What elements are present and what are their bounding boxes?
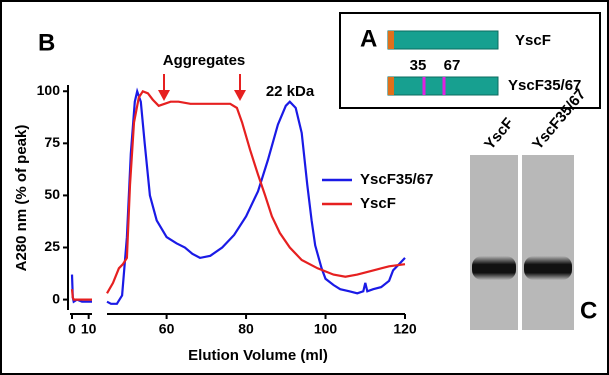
x-tick-label: 80 xyxy=(238,321,254,337)
x-tick-label: 0 xyxy=(68,321,76,337)
construct-name: YscF xyxy=(515,32,551,49)
panel-label: B xyxy=(38,29,55,56)
construct-tag xyxy=(388,77,394,95)
mutation-label: 67 xyxy=(444,57,461,74)
y-axis-label: A280 nm (% of peak) xyxy=(13,125,30,272)
y-tick-label: 50 xyxy=(44,186,60,202)
x-tick-label: 10 xyxy=(81,321,97,337)
x-tick-label: 60 xyxy=(159,321,175,337)
gel-band xyxy=(472,256,516,280)
y-tick-label: 75 xyxy=(44,134,60,150)
x-axis-label: Elution Volume (ml) xyxy=(188,347,328,364)
x-tick-label: 100 xyxy=(314,321,338,337)
legend-label: YscF35/67 xyxy=(360,171,433,188)
y-tick-label: 25 xyxy=(44,238,60,254)
y-tick-label: 0 xyxy=(52,290,60,306)
gel-lane xyxy=(470,155,518,330)
construct-bar xyxy=(388,31,498,49)
panel-label: A xyxy=(360,25,377,52)
construct-name: YscF35/67 xyxy=(508,77,581,94)
mutation-label: 35 xyxy=(410,57,427,74)
x-tick-label: 120 xyxy=(393,321,417,337)
gel-lane xyxy=(522,155,574,330)
page: {"chart_data": {"type": "line", "panel_l… xyxy=(0,0,609,375)
gel-band xyxy=(524,256,572,280)
annotation: Aggregates xyxy=(163,52,246,69)
annotation: 22 kDa xyxy=(266,83,315,100)
panel-label: C xyxy=(580,297,597,324)
construct-tag xyxy=(388,31,394,49)
figure: B A280 nm (% of peak) Elution Volume (ml… xyxy=(0,0,609,375)
y-tick-label: 100 xyxy=(37,82,61,98)
legend-label: YscF xyxy=(360,195,396,212)
